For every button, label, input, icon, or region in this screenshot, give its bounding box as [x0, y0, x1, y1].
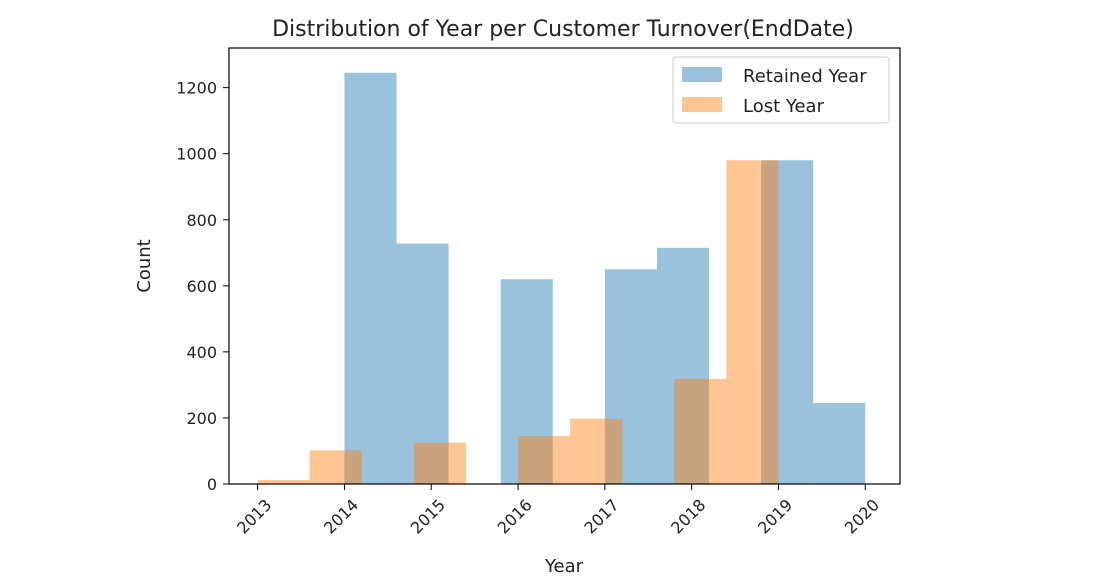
y-tick-label: 1000 [176, 145, 217, 164]
x-tick-label: 2019 [754, 495, 796, 537]
y-tick-label: 400 [186, 343, 217, 362]
x-tick-label: 2018 [667, 495, 709, 537]
legend-label-lost: Lost Year [743, 96, 825, 117]
lost-bar-0 [257, 480, 310, 484]
plot-area: 2013 2014 2015 2016 2017 2018 2019 2020 0 200 400… [176, 47, 901, 538]
y-axis-label: Count [134, 239, 155, 292]
y-tick-label: 600 [186, 277, 217, 296]
legend-label-retained: Retained Year [743, 66, 867, 87]
retained-bar-1 [396, 243, 449, 484]
lost-bar-9 [726, 160, 779, 484]
legend-swatch-lost [682, 97, 722, 112]
x-tick-label: 2015 [407, 495, 449, 537]
legend-box [672, 56, 890, 124]
lost-bar-3 [413, 442, 466, 484]
retained-bar-8 [761, 160, 814, 484]
y-tick-label: 200 [186, 409, 217, 428]
lost-bar-6 [570, 418, 623, 484]
lost-bar-5 [518, 436, 571, 484]
x-axis-ticks: 2013 2014 2015 2016 2017 2018 2019 2020 [233, 484, 883, 538]
lost-bar-8 [674, 378, 727, 484]
y-tick-label: 800 [186, 211, 217, 230]
y-axis-ticks: 0 200 400 600 800 1000 1200 [176, 79, 229, 494]
x-tick-label: 2014 [320, 495, 362, 537]
x-tick-label: 2017 [580, 495, 622, 537]
x-tick-label: 2020 [841, 495, 883, 537]
retained-bar-5 [604, 269, 657, 484]
retained-bar-9 [813, 403, 866, 484]
legend: Retained Year Lost Year [672, 56, 890, 124]
lost-year-bars [257, 160, 779, 484]
chart-title: Distribution of Year per Customer Turnov… [272, 17, 854, 42]
retained-bar-3 [500, 279, 553, 484]
lost-bar-1 [309, 450, 362, 484]
y-tick-label: 0 [207, 475, 217, 494]
x-tick-label: 2013 [233, 495, 275, 537]
retained-bar-6 [656, 247, 710, 484]
legend-swatch-retained [682, 67, 722, 82]
x-tick-label: 2016 [494, 495, 536, 537]
x-axis-label: Year [544, 556, 584, 577]
retained-bar-0 [344, 72, 397, 484]
plot-frame [228, 47, 901, 485]
retained-year-bars [344, 72, 866, 484]
y-tick-label: 1200 [176, 79, 217, 98]
